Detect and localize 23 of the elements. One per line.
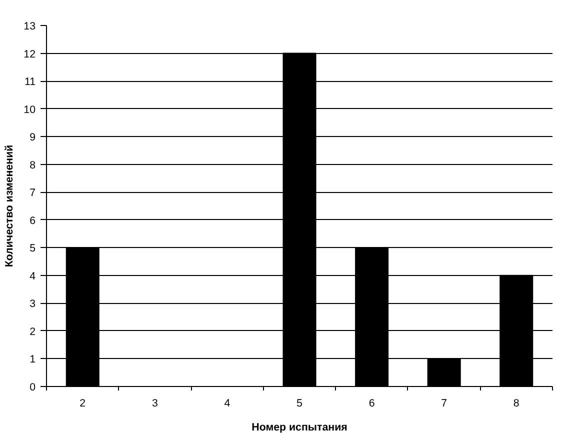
y-axis-title: Количество изменений — [4, 144, 16, 268]
y-tick-label: 8 — [30, 159, 36, 172]
y-tick-label: 2 — [30, 326, 36, 338]
y-tick-label: 1 — [30, 354, 36, 366]
y-tick-label: 13 — [24, 20, 36, 32]
x-tick-label: 8 — [513, 398, 520, 410]
x-tick-label: 2 — [80, 398, 86, 410]
x-tick-label: 6 — [368, 398, 375, 410]
x-tick-label: 7 — [441, 398, 448, 410]
y-tick-label: 10 — [24, 104, 36, 116]
x-tick-label: 3 — [152, 398, 158, 410]
y-tick-label: 11 — [24, 76, 36, 88]
x-axis-title: Номер испытания — [252, 422, 348, 434]
y-tick-label: 5 — [30, 242, 36, 255]
x-tick-label: 5 — [296, 398, 303, 410]
y-tick-label: 4 — [30, 270, 36, 282]
y-tick-label: 9 — [30, 132, 36, 144]
y-tick-label: 3 — [30, 298, 36, 310]
y-tick-label: 12 — [24, 48, 36, 60]
y-tick-label: 6 — [30, 214, 36, 227]
y-tick-label: 7 — [30, 187, 36, 200]
y-tick-label: 0 — [30, 382, 36, 394]
x-tick-label: 4 — [224, 398, 230, 410]
